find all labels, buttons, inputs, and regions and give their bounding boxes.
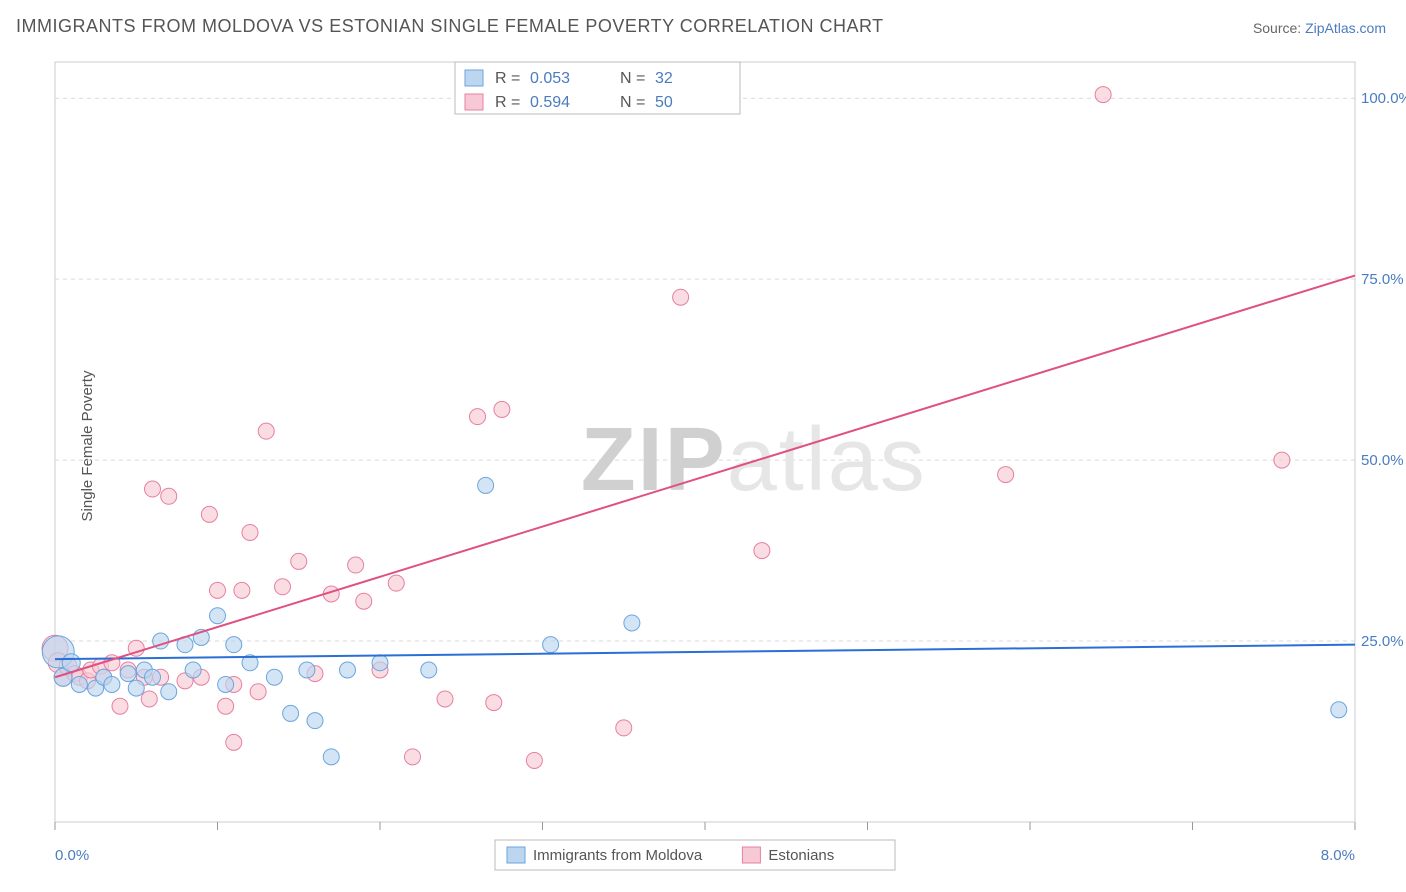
data-point-moldova bbox=[185, 662, 201, 678]
data-point-moldova bbox=[210, 608, 226, 624]
y-tick-label: 25.0% bbox=[1361, 633, 1404, 650]
data-point-estonians bbox=[234, 582, 250, 598]
data-point-moldova bbox=[218, 676, 234, 692]
data-point-moldova bbox=[120, 666, 136, 682]
data-point-estonians bbox=[250, 684, 266, 700]
legend-r-value: 0.053 bbox=[530, 70, 570, 87]
data-point-estonians bbox=[437, 691, 453, 707]
x-tick-label: 0.0% bbox=[55, 847, 89, 864]
legend-series-label: Estonians bbox=[768, 847, 834, 864]
data-point-moldova bbox=[283, 705, 299, 721]
trend-line bbox=[55, 276, 1355, 678]
data-point-estonians bbox=[526, 752, 542, 768]
legend-n-value: 50 bbox=[655, 94, 673, 111]
data-point-moldova bbox=[372, 655, 388, 671]
data-point-estonians bbox=[141, 691, 157, 707]
legend-r-label: R = bbox=[495, 94, 520, 111]
data-point-estonians bbox=[275, 579, 291, 595]
scatter-chart: ZIPatlas 0.0% 8.0% 25.0% 50.0% 75.0% 100.0% R =… bbox=[0, 0, 1406, 892]
data-point-estonians bbox=[356, 593, 372, 609]
data-point-estonians bbox=[1095, 87, 1111, 103]
data-point-moldova bbox=[307, 713, 323, 729]
data-point-moldova bbox=[71, 676, 87, 692]
data-point-estonians bbox=[145, 481, 161, 497]
chart-container: IMMIGRANTS FROM MOLDOVA VS ESTONIAN SING… bbox=[0, 0, 1406, 892]
legend-swatch bbox=[742, 847, 760, 863]
y-tick-label: 100.0% bbox=[1361, 90, 1406, 107]
legend-swatch bbox=[507, 847, 525, 863]
data-point-moldova bbox=[226, 637, 242, 653]
trend-line bbox=[55, 645, 1355, 659]
data-point-estonians bbox=[470, 409, 486, 425]
data-point-moldova bbox=[478, 477, 494, 493]
data-point-estonians bbox=[218, 698, 234, 714]
legend-n-value: 32 bbox=[655, 70, 673, 87]
data-point-estonians bbox=[201, 506, 217, 522]
legend-r-value: 0.594 bbox=[530, 94, 570, 111]
data-point-moldova bbox=[104, 676, 120, 692]
y-tick-label: 50.0% bbox=[1361, 452, 1404, 469]
data-point-estonians bbox=[388, 575, 404, 591]
data-point-moldova bbox=[266, 669, 282, 685]
legend-series-label: Immigrants from Moldova bbox=[533, 847, 703, 864]
data-point-moldova bbox=[340, 662, 356, 678]
watermark: ZIPatlas bbox=[581, 410, 927, 510]
data-point-moldova bbox=[145, 669, 161, 685]
data-point-estonians bbox=[998, 467, 1014, 483]
data-point-estonians bbox=[112, 698, 128, 714]
legend-n-label: N = bbox=[620, 70, 645, 87]
data-point-estonians bbox=[226, 734, 242, 750]
legend-swatch bbox=[465, 70, 483, 86]
data-point-estonians bbox=[405, 749, 421, 765]
data-point-estonians bbox=[486, 695, 502, 711]
data-point-estonians bbox=[494, 401, 510, 417]
y-tick-label: 75.0% bbox=[1361, 271, 1404, 288]
data-point-estonians bbox=[754, 543, 770, 559]
legend-swatch bbox=[465, 94, 483, 110]
legend-r-label: R = bbox=[495, 70, 520, 87]
data-point-moldova bbox=[161, 684, 177, 700]
data-point-moldova bbox=[128, 680, 144, 696]
data-point-estonians bbox=[1274, 452, 1290, 468]
legend-n-label: N = bbox=[620, 94, 645, 111]
data-point-estonians bbox=[348, 557, 364, 573]
data-point-moldova bbox=[323, 749, 339, 765]
data-point-moldova bbox=[299, 662, 315, 678]
data-point-estonians bbox=[258, 423, 274, 439]
data-point-estonians bbox=[161, 488, 177, 504]
data-point-estonians bbox=[291, 553, 307, 569]
data-point-moldova bbox=[62, 654, 80, 672]
data-point-estonians bbox=[210, 582, 226, 598]
data-point-estonians bbox=[616, 720, 632, 736]
data-point-moldova bbox=[543, 637, 559, 653]
data-point-moldova bbox=[421, 662, 437, 678]
data-point-estonians bbox=[673, 289, 689, 305]
data-point-estonians bbox=[242, 524, 258, 540]
x-tick-label: 8.0% bbox=[1321, 847, 1355, 864]
data-point-moldova bbox=[624, 615, 640, 631]
data-point-moldova bbox=[1331, 702, 1347, 718]
